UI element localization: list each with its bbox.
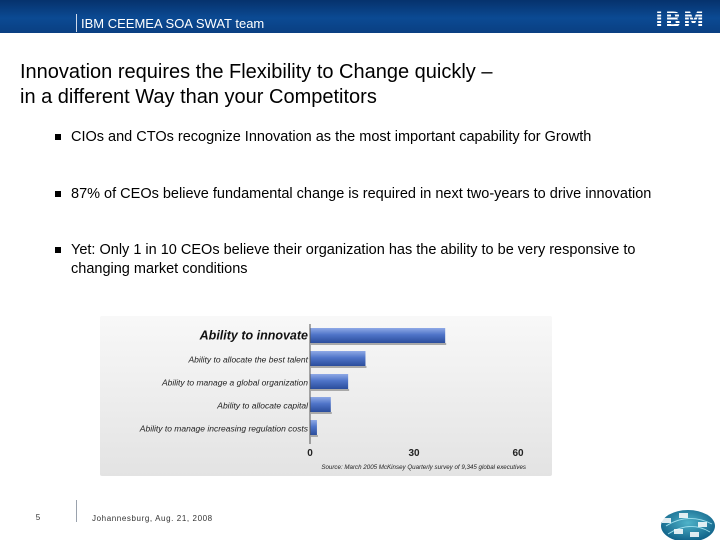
header-bar: IBM CEEMEA SOA SWAT team IBM (0, 0, 720, 33)
chart-bar (310, 374, 349, 389)
header-team-name: IBM CEEMEA SOA SWAT team (81, 16, 265, 31)
chart-bar-shadow (311, 389, 350, 391)
footer-location-date: Johannesburg, Aug. 21, 2008 (92, 514, 213, 523)
globe-network-icon (661, 510, 715, 540)
bullet-square-icon (55, 191, 61, 197)
ibm-logo: IBM (655, 8, 706, 32)
chart-panel: Ability to innovate Ability to allocate t… (100, 316, 552, 476)
chart-bar-shadow (311, 343, 447, 345)
header-divider (76, 14, 77, 32)
chart-source-note: Source: March 2005 McKinsey Quarterly su… (321, 464, 526, 471)
chart-bar (310, 351, 366, 366)
chart-bar-shadow (311, 435, 318, 437)
bullet-text: Yet: Only 1 in 10 CEOs believe their org… (71, 242, 636, 277)
chart-bar (310, 328, 446, 343)
slide-title-line-1: Innovation requires the Flexibility to C… (20, 61, 493, 83)
bullet-item: CIOs and CTOs recognize Innovation as th… (55, 128, 681, 147)
chart-category-label: Ability to allocate capital (216, 401, 309, 411)
slide-title-line-2: in a different Way than your Competitors (20, 86, 377, 108)
chart-category-label: Ability to innovate (199, 329, 308, 343)
chart-bar (310, 397, 331, 412)
bullet-square-icon (55, 247, 61, 253)
bullet-square-icon (55, 134, 61, 140)
chart-bar (310, 420, 317, 435)
footer-divider (76, 500, 77, 522)
chart-tick-label: 30 (408, 448, 420, 459)
bullet-text: 87% of CEOs believe fundamental change i… (71, 186, 652, 202)
bar-chart: Ability to innovate Ability to allocate t… (139, 324, 526, 471)
bullet-item: 87% of CEOs believe fundamental change i… (55, 185, 681, 204)
chart-category-label: Ability to manage a global organization (161, 378, 308, 388)
chart-bar-shadow (311, 412, 332, 414)
chart-tick-label: 60 (512, 448, 524, 459)
page-number: 5 (35, 513, 41, 522)
chart-category-label: Ability to manage increasing regulation … (139, 424, 309, 434)
bullet-item: Yet: Only 1 in 10 CEOs believe their org… (55, 241, 681, 279)
chart-category-label: Ability to allocate the best talent (187, 355, 308, 365)
chart-tick-label: 0 (307, 448, 313, 459)
slide-title: Innovation requires the Flexibility to C… (20, 60, 710, 110)
bullet-text: CIOs and CTOs recognize Innovation as th… (71, 129, 592, 145)
chart-bar-shadow (311, 366, 367, 368)
